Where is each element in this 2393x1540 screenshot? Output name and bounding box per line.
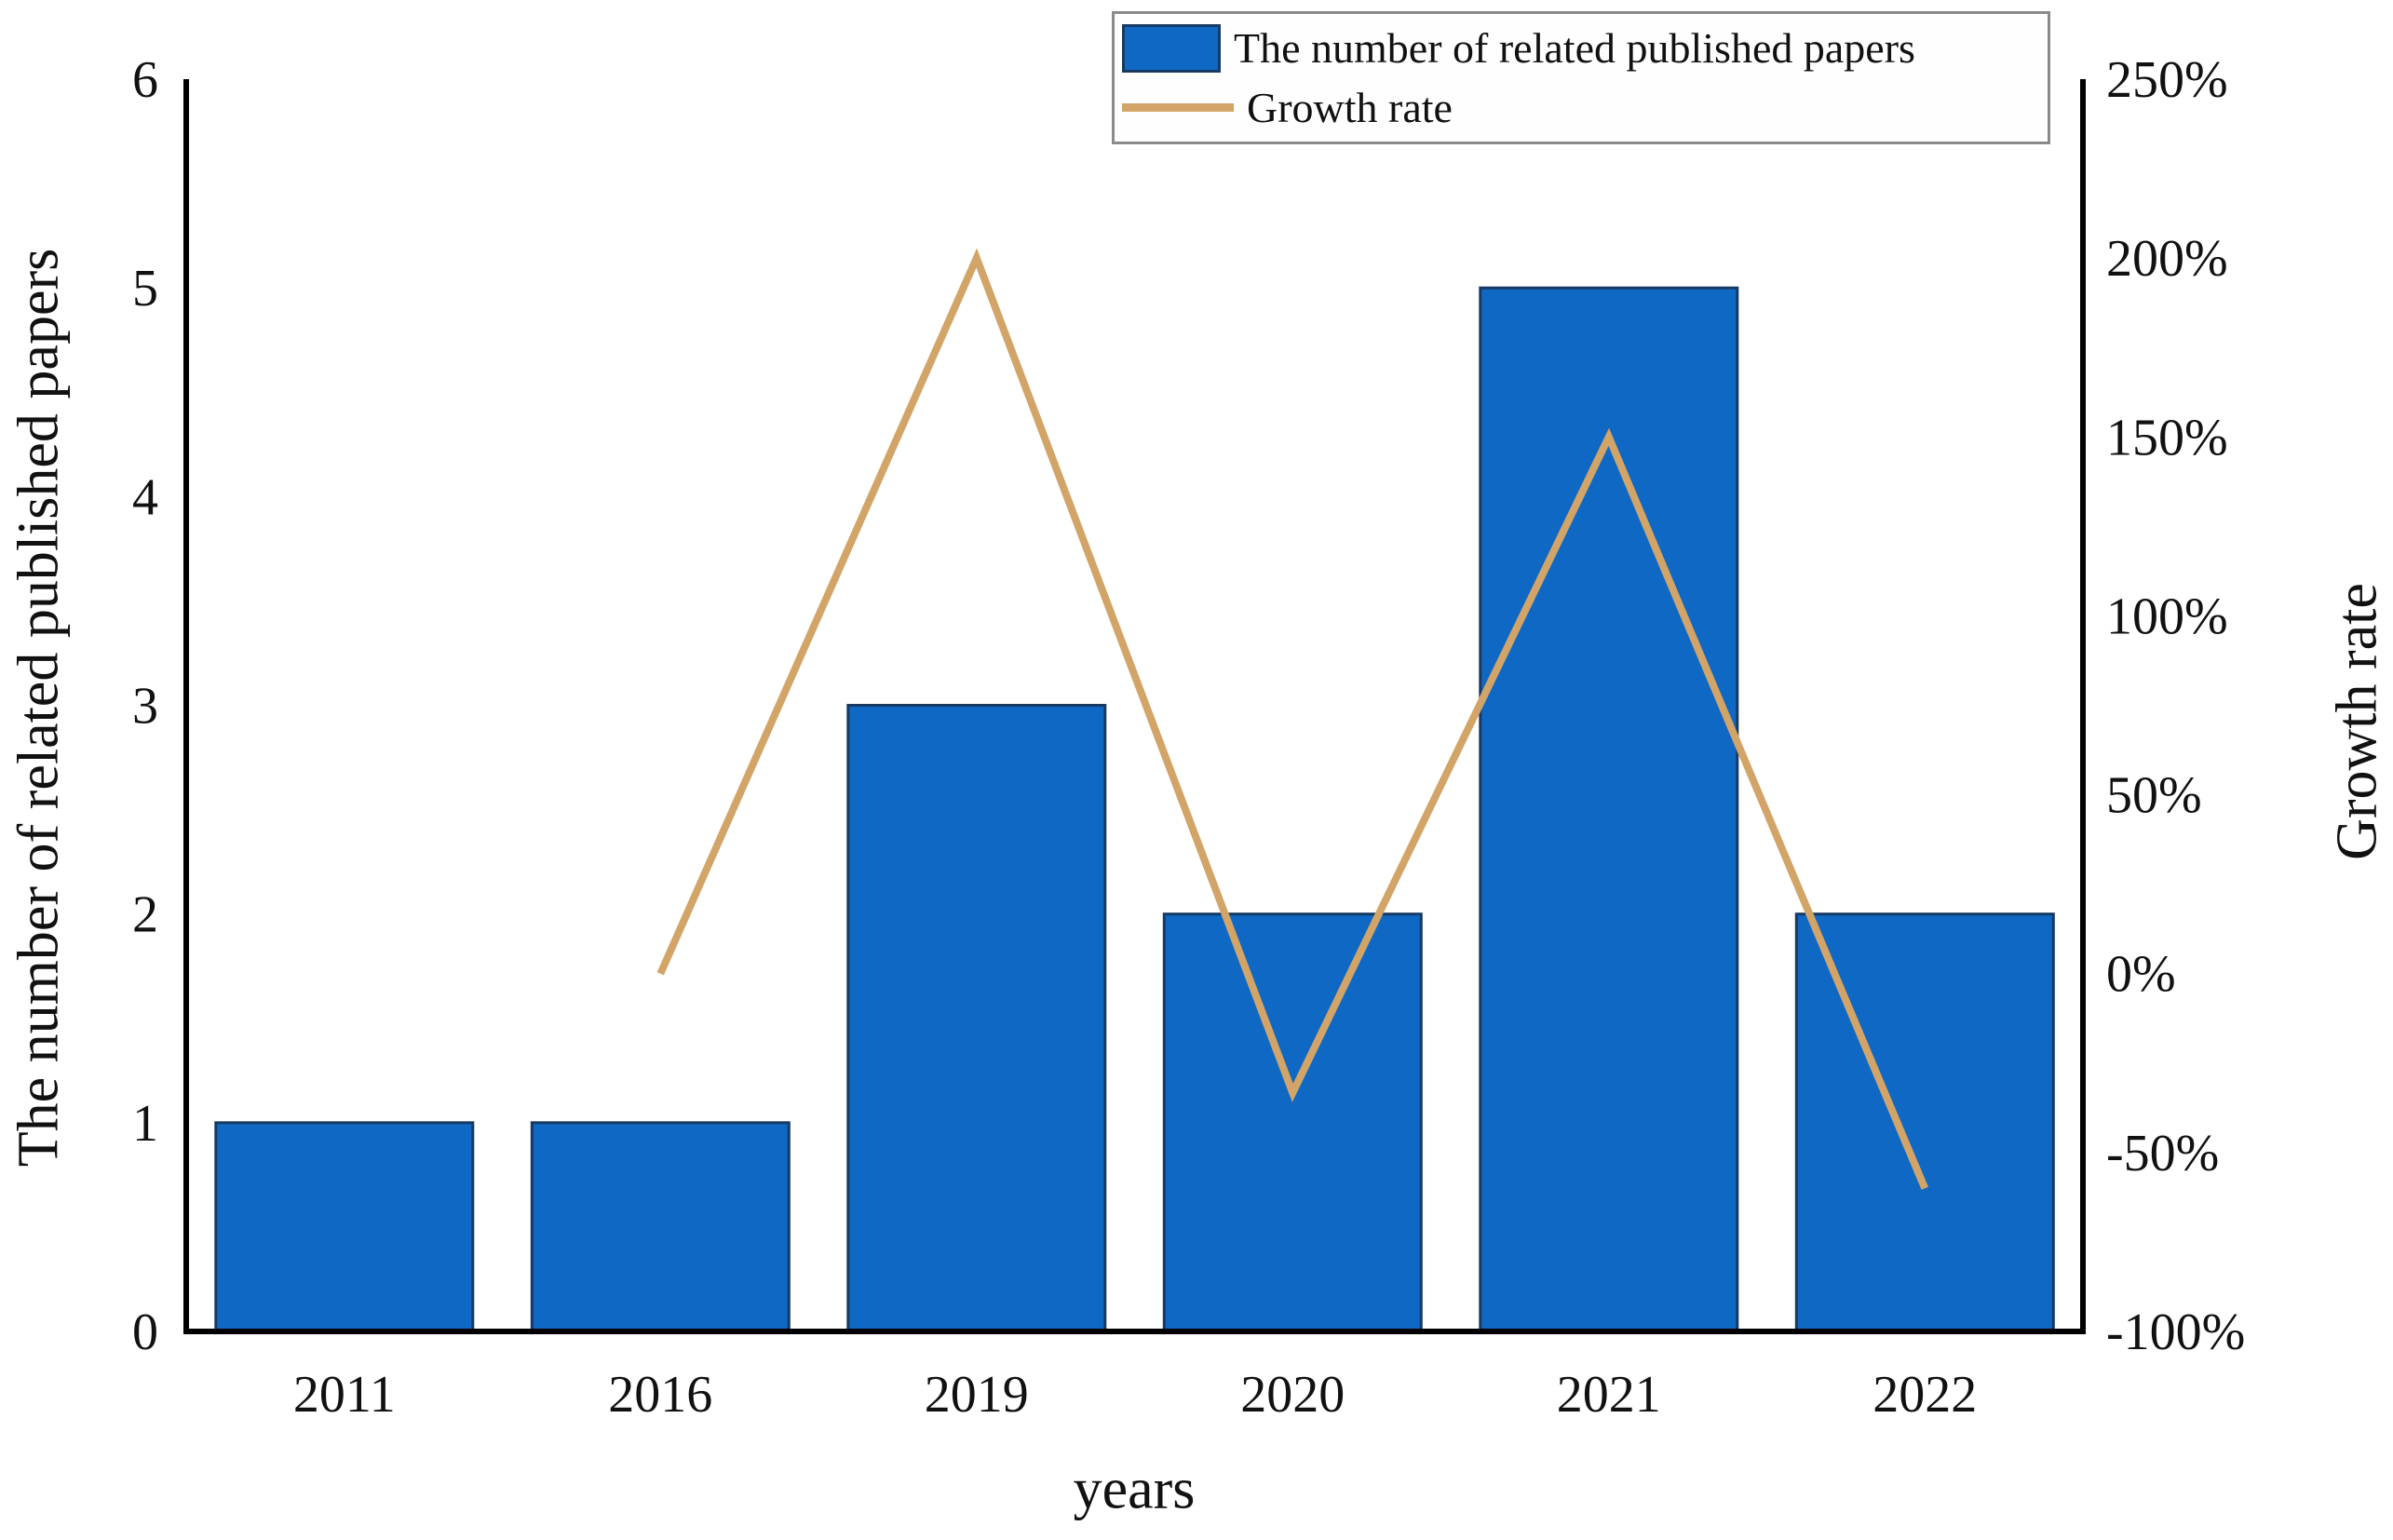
right-tick-100%: 100% — [2106, 588, 2228, 645]
x-tick-2016: 2016 — [608, 1366, 712, 1424]
left-tick-2: 2 — [132, 886, 158, 944]
bar-2019 — [846, 704, 1107, 1333]
x-tick-2011: 2011 — [293, 1366, 396, 1424]
right-tick--50%: -50% — [2106, 1125, 2219, 1182]
legend-label-line: Growth rate — [1247, 83, 1453, 131]
x-tick-2022: 2022 — [1872, 1366, 1977, 1424]
left-tick-6: 6 — [132, 51, 158, 109]
right-tick--100%: -100% — [2106, 1304, 2245, 1361]
left-tick-3: 3 — [132, 678, 158, 736]
left-tick-5: 5 — [132, 260, 158, 317]
right-tick-250%: 250% — [2106, 51, 2228, 109]
legend-item-bars: The number of related published papers — [1122, 23, 2048, 73]
bar-2021 — [1479, 286, 1739, 1333]
left-tick-1: 1 — [132, 1095, 158, 1153]
legend-label-bars: The number of related published papers — [1234, 24, 1915, 73]
growth-rate-line — [656, 248, 1928, 1190]
x-tick-2019: 2019 — [925, 1366, 1029, 1424]
x-axis-title: years — [1073, 1457, 1196, 1521]
x-tick-2021: 2021 — [1557, 1366, 1661, 1424]
left-tick-4: 4 — [132, 468, 158, 526]
right-axis-title: Growth rate — [2325, 583, 2389, 860]
legend-item-line: Growth rate — [1122, 83, 2048, 132]
bar-2016 — [530, 1121, 791, 1333]
line-series-swatch — [1122, 102, 1234, 112]
legend: The number of related published papers G… — [1112, 11, 2050, 144]
right-tick-0%: 0% — [2106, 946, 2176, 1004]
x-tick-2020: 2020 — [1240, 1366, 1345, 1424]
right-tick-150%: 150% — [2106, 409, 2228, 466]
left-tick-0: 0 — [132, 1304, 158, 1361]
right-tick-200%: 200% — [2106, 230, 2228, 288]
bar-series-swatch — [1122, 23, 1221, 73]
left-axis-title: The number of related published papers — [7, 248, 71, 1168]
bar-2020 — [1162, 912, 1423, 1333]
bar-2011 — [214, 1121, 475, 1333]
right-tick-50%: 50% — [2106, 767, 2202, 825]
